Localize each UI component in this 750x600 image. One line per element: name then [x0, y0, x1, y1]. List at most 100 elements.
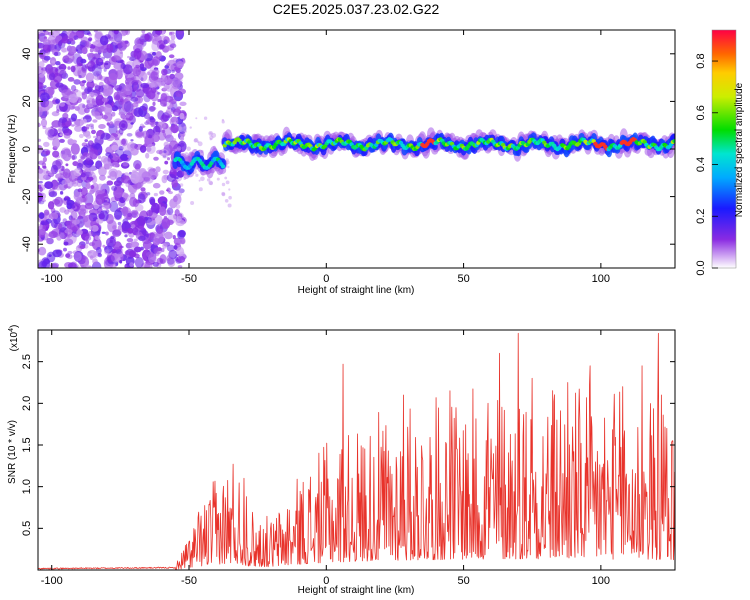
noise-blob: [129, 250, 137, 258]
noise-blob: [103, 85, 113, 97]
noise-blob: [152, 51, 157, 56]
noise-blob: [102, 244, 106, 248]
noise-blob: [117, 40, 127, 52]
noise-blob: [78, 133, 84, 139]
noise-blob: [71, 124, 75, 127]
snr-y-ticks: 0.5 1.0 1.5 2.0 2.5: [21, 354, 675, 536]
noise-blob: [177, 265, 183, 268]
noise-blob: [164, 231, 173, 240]
noise-blob: [76, 215, 85, 228]
noise-blob: [43, 209, 50, 216]
noise-blob: [96, 92, 103, 100]
noise-blob: [171, 69, 175, 73]
noise-blob: [121, 192, 129, 199]
noise-blob: [61, 47, 67, 53]
noise-blob: [106, 95, 113, 104]
colorbar-tick-label: 0.6: [695, 105, 707, 120]
noise-blob: [98, 124, 106, 129]
noise-blob: [135, 131, 144, 138]
noise-blob: [93, 135, 97, 139]
noise-blob: [98, 75, 103, 80]
noise-speckle: [206, 178, 211, 182]
noise-blob: [93, 104, 98, 108]
noise-blob: [55, 98, 61, 104]
noise-blob: [117, 221, 122, 226]
noise-blob: [38, 168, 44, 174]
noise-blob: [132, 66, 141, 77]
noise-speckle: [197, 141, 203, 147]
noise-blob: [164, 110, 171, 116]
noise-blob: [79, 245, 86, 249]
noise-blob: [74, 106, 81, 111]
noise-blob: [144, 175, 154, 184]
noise-blob: [121, 138, 126, 145]
noise-blob: [103, 161, 113, 170]
noise-speckle: [183, 125, 187, 129]
x-tick-label: 100: [592, 273, 610, 285]
noise-blob: [87, 250, 98, 259]
noise-speckle: [176, 146, 182, 151]
colorbar-tick-label: 0.4: [695, 157, 707, 172]
spectrogram-heatmap: [38, 30, 675, 268]
noise-blob: [77, 208, 87, 215]
noise-blob: [89, 147, 99, 160]
noise-blob: [162, 243, 168, 249]
noise-blob: [117, 251, 124, 258]
colorbar-tick-label: 0.8: [695, 53, 707, 68]
noise-blob: [166, 244, 175, 252]
noise-blob: [170, 124, 179, 134]
noise-blob: [79, 255, 90, 268]
noise-blob: [169, 43, 177, 48]
noise-blob: [62, 168, 71, 179]
noise-blob: [79, 80, 85, 87]
noise-blob: [38, 138, 42, 142]
noise-blob: [131, 211, 138, 215]
noise-blob: [113, 48, 124, 62]
noise-blob: [165, 63, 171, 67]
noise-blob: [123, 101, 134, 113]
noise-blob: [166, 102, 172, 109]
noise-blob: [168, 140, 179, 152]
snr-x-axis-label: Height of straight line (km): [298, 585, 415, 596]
x-tick-label: 0: [323, 273, 329, 285]
noise-blob: [97, 155, 102, 160]
noise-blob: [120, 32, 127, 37]
noise-blob: [67, 186, 71, 190]
trace-core: [672, 139, 675, 143]
noise-blob: [127, 155, 131, 158]
noise-blob: [127, 55, 130, 59]
noise-blob: [156, 225, 163, 235]
noise-blob: [38, 42, 45, 49]
noise-blob: [73, 79, 81, 85]
noise-blob: [46, 170, 50, 175]
noise-blob: [82, 104, 86, 109]
noise-blob: [94, 235, 101, 241]
noise-blob: [134, 257, 144, 268]
noise-blob: [172, 235, 176, 240]
noise-blob: [45, 110, 49, 115]
noise-blob: [161, 68, 168, 76]
noise-blob: [91, 129, 96, 135]
noise-blob: [69, 219, 73, 223]
noise-blob: [179, 136, 185, 142]
noise-blob: [97, 149, 102, 153]
noise-blob: [38, 160, 45, 165]
noise-blob: [62, 154, 67, 158]
noise-blob: [121, 227, 130, 233]
trace-core: [220, 164, 226, 169]
noise-blob: [85, 72, 94, 83]
noise-blob: [163, 39, 168, 45]
noise-blob: [111, 161, 119, 168]
noise-blob: [172, 195, 178, 202]
noise-blob: [94, 31, 103, 40]
noise-speckle: [224, 176, 228, 180]
noise-blob: [152, 182, 161, 189]
noise-blob: [159, 44, 165, 49]
noise-blob: [155, 37, 161, 42]
noise-blob: [145, 118, 156, 125]
noise-blob: [109, 170, 117, 181]
noise-blob: [114, 85, 123, 91]
noise-blob: [51, 262, 59, 268]
noise-blob: [120, 63, 126, 69]
